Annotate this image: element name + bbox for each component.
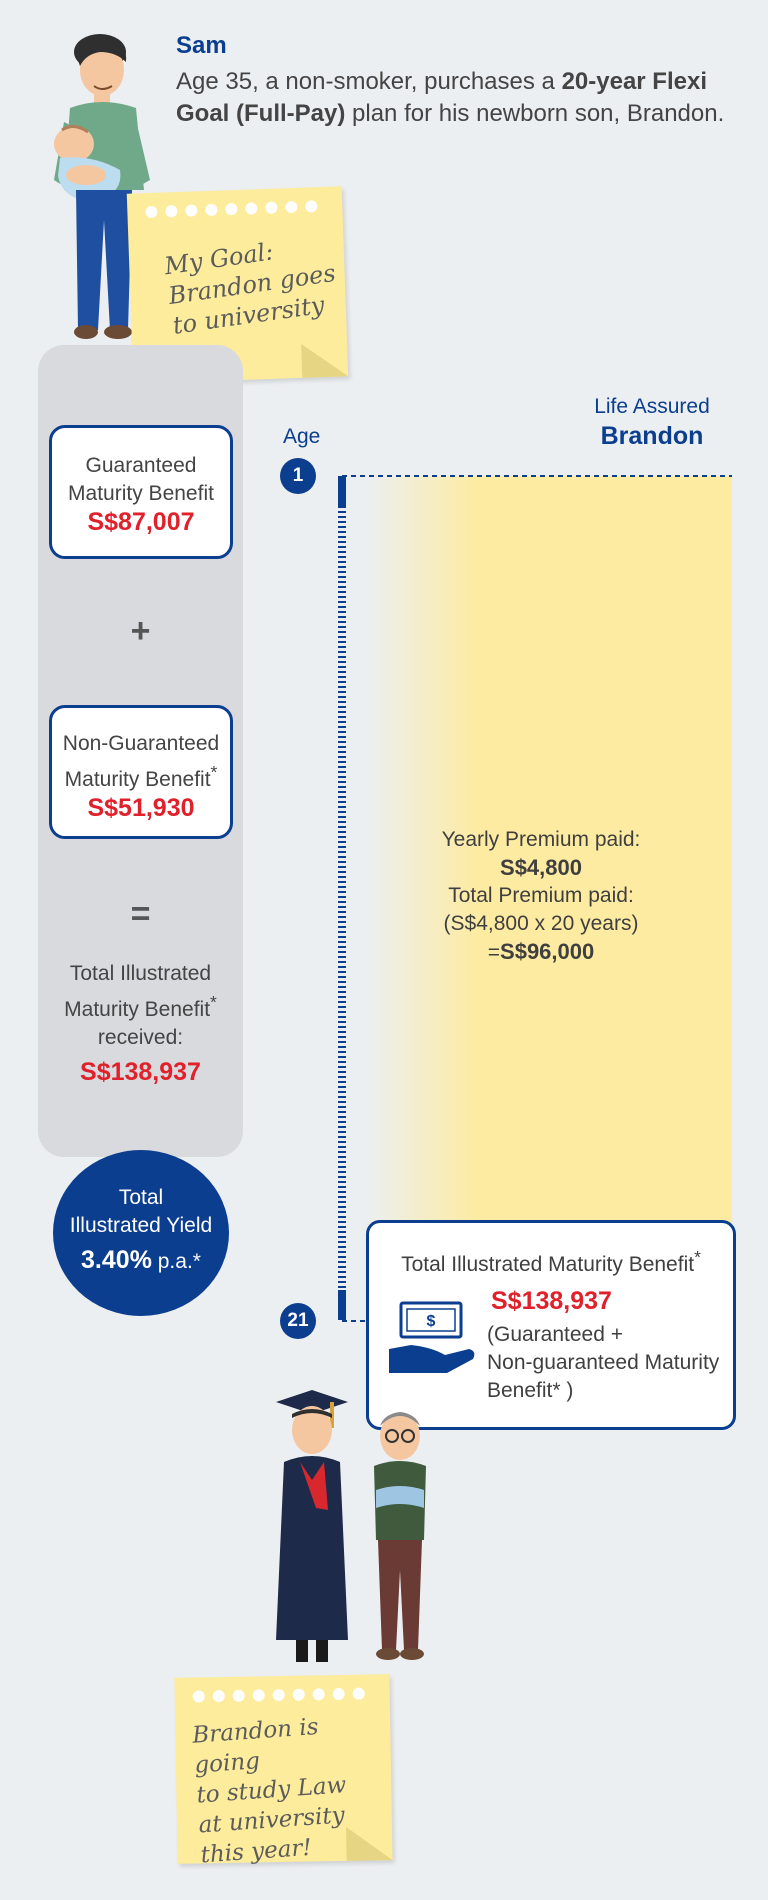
persona-description: Age 35, a non-smoker, purchases a 20-yea… bbox=[176, 68, 725, 127]
premium-period-band bbox=[368, 476, 732, 1236]
non-guaranteed-amount: S$51,930 bbox=[87, 794, 195, 822]
life-assured-label: Life Assured bbox=[594, 395, 710, 418]
money-in-hand-icon: $ bbox=[389, 1301, 475, 1373]
graduate-with-father-illustration bbox=[276, 1390, 426, 1662]
guaranteed-amount: S$87,007 bbox=[87, 508, 195, 536]
svg-text:$: $ bbox=[427, 1313, 436, 1330]
yield-value: 3.40% bbox=[81, 1246, 152, 1274]
maturity-benefit-box: Total Illustrated Maturity Benefit* $ S$… bbox=[366, 1220, 736, 1430]
timeline-lines bbox=[338, 475, 732, 1322]
end-sticky-note: Brandon is going to study Law at univers… bbox=[174, 1674, 393, 1868]
note-fold bbox=[301, 342, 349, 378]
note-fold bbox=[346, 1826, 393, 1861]
non-guaranteed-benefit-box: Non-Guaranteed Maturity Benefit* S$51,93… bbox=[49, 705, 233, 839]
age-start-marker: 1 bbox=[280, 458, 316, 494]
illustrated-yield-badge: Total Illustrated Yield 3.40% p.a.* bbox=[53, 1150, 229, 1316]
persona-name: Sam bbox=[176, 32, 227, 59]
yearly-premium-amount: S$4,800 bbox=[500, 855, 582, 880]
age-end-marker: 21 bbox=[280, 1303, 316, 1339]
guaranteed-benefit-box: Guaranteed Maturity Benefit S$87,007 bbox=[49, 425, 233, 559]
premium-summary: Yearly Premium paid: S$4,800 Total Premi… bbox=[410, 826, 672, 967]
life-assured-name: Brandon bbox=[600, 422, 704, 450]
maturity-amount: S$138,937 bbox=[491, 1287, 612, 1315]
total-premium-amount: S$96,000 bbox=[500, 939, 595, 964]
equals-sign: = bbox=[130, 895, 151, 933]
total-amount: S$138,937 bbox=[80, 1058, 201, 1086]
plus-sign: + bbox=[130, 612, 151, 650]
total-benefit-summary: Total Illustrated Maturity Benefit* rece… bbox=[38, 960, 243, 1086]
father-with-baby-illustration bbox=[54, 34, 150, 339]
age-axis-label: Age bbox=[283, 425, 321, 448]
